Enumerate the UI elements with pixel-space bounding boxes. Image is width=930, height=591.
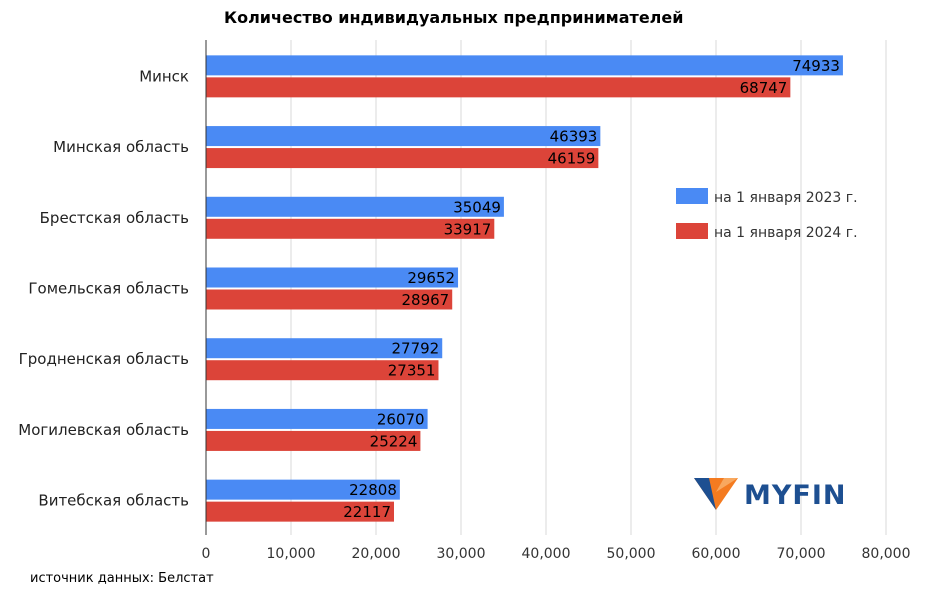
category-label: Витебская область	[38, 492, 189, 510]
legend-swatch-2023	[676, 188, 708, 204]
legend-label-2024: на 1 января 2024 г.	[714, 225, 858, 241]
bar-2024	[206, 289, 453, 310]
bar-2023	[206, 267, 459, 288]
data-label: 29652	[407, 269, 455, 287]
gridlines	[290, 40, 887, 535]
x-tick-label: 60,000	[692, 546, 741, 562]
bar-2024	[206, 77, 791, 98]
data-label: 33917	[444, 220, 492, 238]
bars	[206, 55, 843, 522]
category-label: Гомельская область	[28, 280, 189, 298]
bar-2023	[206, 479, 400, 500]
bar-2023	[206, 55, 843, 76]
x-tick-label: 50,000	[607, 546, 656, 562]
category-label: Брестская область	[40, 209, 189, 227]
legend-swatch-2024	[676, 223, 708, 239]
source-note: источник данных: Белстат	[30, 571, 214, 586]
category-label: Минская область	[53, 138, 189, 156]
bar-2023	[206, 126, 601, 147]
category-label: Минск	[139, 67, 189, 85]
bar-2024	[206, 148, 599, 169]
myfin-logo-icon	[694, 478, 738, 510]
x-tick-label: 10,000	[267, 546, 316, 562]
data-label: 46393	[550, 128, 598, 146]
chart-title: Количество индивидуальных предпринимател…	[224, 8, 683, 27]
data-label: 35049	[453, 198, 501, 216]
legend-label-2023: на 1 января 2023 г.	[714, 190, 858, 206]
legend: на 1 января 2023 г. на 1 января 2024 г.	[676, 188, 858, 241]
bar-2023	[206, 338, 443, 359]
brand-name: MYFIN	[744, 480, 847, 511]
data-label: 46159	[548, 150, 596, 168]
x-axis-ticks: 0 10,000 20,000 30,000 40,000 50,000 60,000 70,…	[202, 546, 911, 562]
bar-2024	[206, 430, 421, 451]
x-tick-label: 70,000	[777, 546, 826, 562]
data-label: 27351	[388, 362, 436, 380]
data-label: 22117	[343, 503, 391, 521]
data-label: 28967	[402, 291, 450, 309]
bar-2024	[206, 360, 439, 381]
data-label: 74933	[792, 57, 840, 75]
x-tick-label: 30,000	[437, 546, 486, 562]
category-label: Гродненская область	[19, 350, 189, 368]
data-label: 26070	[377, 410, 425, 428]
category-labels: Минск Минская область Брестская область Гом…	[18, 67, 189, 509]
bar-2024	[206, 218, 495, 239]
category-label: Могилевская область	[18, 421, 189, 439]
x-tick-label: 40,000	[522, 546, 571, 562]
bar-2023	[206, 408, 428, 429]
data-label: 22808	[349, 481, 397, 499]
data-label: 27792	[392, 340, 440, 358]
bar-2024	[206, 501, 394, 522]
brand-logo: MYFIN	[694, 478, 847, 511]
bar-2023	[206, 196, 504, 217]
data-label: 68747	[740, 79, 788, 97]
data-label: 25224	[370, 432, 418, 450]
x-tick-label: 0	[202, 546, 211, 562]
x-tick-label: 20,000	[352, 546, 401, 562]
x-tick-label: 80,000	[862, 546, 911, 562]
